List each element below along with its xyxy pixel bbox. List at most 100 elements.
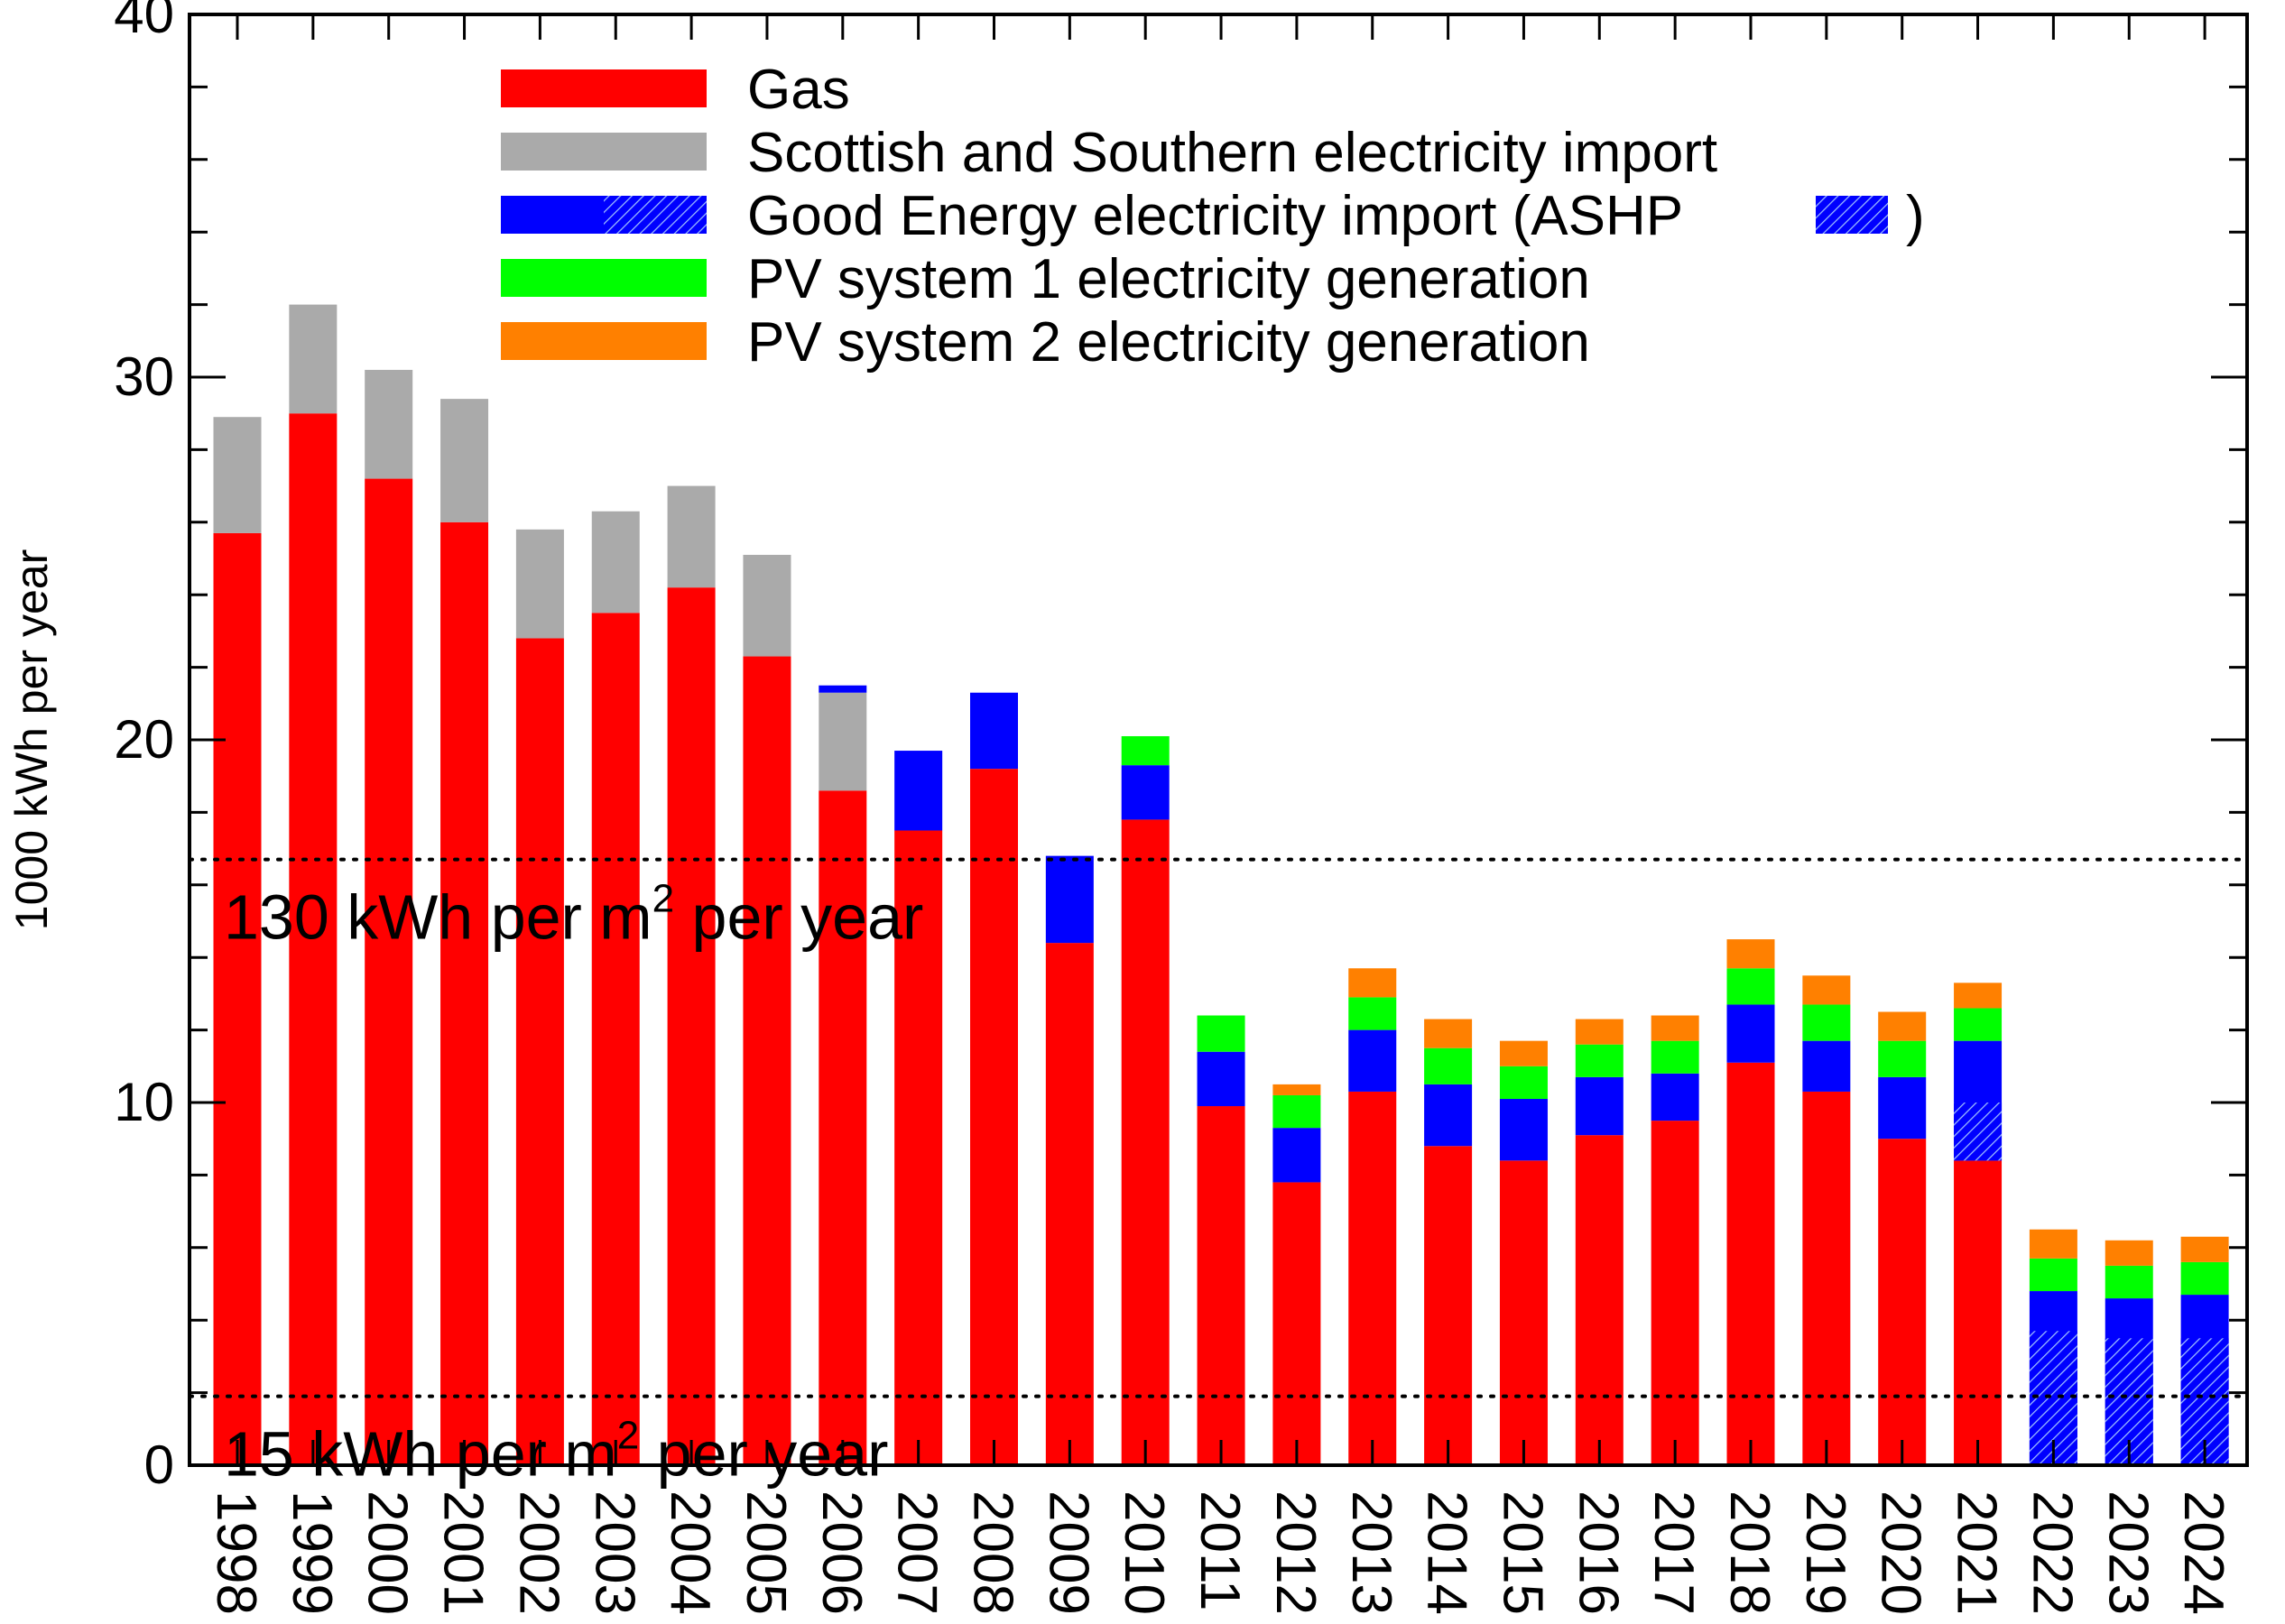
x-tick-label: 2005 (735, 1490, 797, 1615)
legend-label: Scottish and Southern electricity import (747, 122, 1717, 184)
legend-label: Good Energy electricity import (ASHP (747, 185, 1683, 247)
x-tick-label: 2024 (2172, 1490, 2234, 1615)
x-tick-label: 2015 (1491, 1490, 1553, 1615)
bar-2011-series-2 (1197, 1051, 1245, 1107)
bar-2011-series-3 (1197, 1015, 1245, 1052)
bar-2020-series-2 (1878, 1076, 1927, 1140)
x-tick-label: 2008 (962, 1490, 1024, 1615)
x-tick-label: 2002 (507, 1490, 569, 1615)
bar-2005-series-1 (743, 554, 791, 657)
y-tick-label: 0 (144, 1435, 174, 1495)
x-tick-label: 2020 (1870, 1490, 1932, 1615)
x-tick-label: 2011 (1189, 1490, 1251, 1610)
bar-2004-series-1 (667, 485, 716, 588)
x-tick-label: 2012 (1264, 1490, 1327, 1615)
legend-swatch-solid (501, 196, 604, 234)
x-tick-label: 2001 (432, 1490, 495, 1615)
x-tick-label: 2004 (659, 1490, 721, 1615)
x-tick-label: 2013 (1340, 1490, 1402, 1615)
bar-2016-series-4 (1575, 1019, 1624, 1045)
x-tick-label: 2022 (2021, 1490, 2083, 1615)
bar-2011-series-0 (1197, 1106, 1245, 1465)
bar-2008-series-0 (970, 769, 1018, 1465)
bar-2019-series-3 (1802, 1004, 1851, 1041)
bar-2019-series-2 (1802, 1040, 1851, 1092)
bar-1999-series-1 (289, 304, 338, 414)
bar-2015-series-2 (1499, 1098, 1548, 1161)
legend-label: PV system 2 electricity generation (747, 311, 1590, 374)
bar-2013-series-3 (1348, 997, 1397, 1030)
bar-2014-series-3 (1424, 1047, 1473, 1084)
bar-1998-series-0 (213, 532, 262, 1465)
bar-2002-series-0 (515, 638, 564, 1465)
bar-2002-series-1 (515, 529, 564, 639)
x-tick-label: 2006 (810, 1490, 873, 1615)
bar-2023-series-4 (2105, 1240, 2153, 1266)
bar-2001-series-1 (440, 399, 489, 522)
legend-label-end: ) (1906, 185, 1925, 247)
bar-2017-series-3 (1651, 1040, 1699, 1074)
legend-swatch-ashp (1816, 196, 1888, 234)
x-tick-label: 2021 (1946, 1490, 2008, 1615)
bar-2000-series-0 (365, 478, 413, 1465)
bar-2006-series-2 (819, 685, 867, 693)
bar-2022-series-3 (2029, 1258, 2077, 1292)
bar-2008-series-2 (970, 692, 1018, 770)
x-tick-label: 2007 (886, 1490, 948, 1615)
bar-2010-series-2 (1121, 765, 1170, 820)
bar-2021-ashp-hatch (1954, 1103, 2003, 1161)
bar-2019-series-4 (1802, 975, 1851, 1005)
reference-label-0: 130 kWh per m2 per year (224, 877, 923, 953)
x-tick-label: 2014 (1416, 1490, 1478, 1615)
bar-2016-series-0 (1575, 1135, 1624, 1465)
bar-2019-series-0 (1802, 1091, 1851, 1465)
bar-2015-series-3 (1499, 1066, 1548, 1099)
bar-2012-series-3 (1272, 1094, 1321, 1129)
bar-2020-series-0 (1878, 1139, 1927, 1465)
legend-label: Gas (747, 59, 850, 121)
bar-2003-series-0 (591, 613, 640, 1465)
bar-2016-series-2 (1575, 1076, 1624, 1136)
bar-2009-series-0 (1045, 943, 1094, 1465)
bar-2018-series-0 (1726, 1062, 1775, 1465)
x-tick-label: 2019 (1794, 1490, 1856, 1615)
legend-swatch (501, 322, 707, 360)
bar-2005-series-0 (743, 656, 791, 1465)
bar-2022-series-4 (2029, 1229, 2077, 1259)
bar-2021-series-4 (1954, 983, 2003, 1009)
bar-2012-series-0 (1272, 1182, 1321, 1465)
bar-2021-series-0 (1954, 1160, 2003, 1465)
x-tick-label: 2017 (1642, 1490, 1705, 1615)
y-tick-label: 30 (114, 346, 174, 407)
x-axis: 1998 1999 2000 2001 2002 2003 2004 2005 2006 2007… (205, 14, 2234, 1615)
bar-2018-series-3 (1726, 968, 1775, 1005)
x-tick-label: 2000 (356, 1490, 419, 1615)
reference-label-1: 15 kWh per m2 per year (224, 1414, 888, 1490)
x-tick-label: 1998 (205, 1490, 267, 1615)
bar-1999-series-0 (289, 413, 338, 1466)
legend-swatch (501, 259, 707, 297)
bar-2000-series-1 (365, 369, 413, 479)
y-tick-label: 10 (114, 1072, 174, 1132)
bar-2017-series-2 (1651, 1073, 1699, 1121)
bar-2014-series-4 (1424, 1019, 1473, 1048)
bar-2024-series-4 (2180, 1236, 2229, 1262)
bar-2004-series-0 (667, 587, 716, 1465)
bar-2001-series-0 (440, 521, 489, 1465)
y-axis: 0 10 20 30 40 (114, 0, 2247, 1495)
bar-2023-series-3 (2105, 1265, 2153, 1299)
bar-2013-series-2 (1348, 1029, 1397, 1092)
bar-2010-series-3 (1121, 735, 1170, 766)
bar-1998-series-1 (213, 417, 262, 533)
bar-2003-series-1 (591, 511, 640, 614)
bar-2015-series-0 (1499, 1160, 1548, 1465)
y-tick-label: 20 (114, 709, 174, 770)
legend-label: PV system 1 electricity generation (747, 248, 1590, 310)
bar-2014-series-2 (1424, 1084, 1473, 1147)
x-tick-label: 2016 (1567, 1490, 1629, 1615)
x-tick-label: 2003 (583, 1490, 645, 1615)
bar-2024-series-3 (2180, 1261, 2229, 1296)
bar-2015-series-4 (1499, 1040, 1548, 1066)
bars-group (213, 304, 2229, 1466)
